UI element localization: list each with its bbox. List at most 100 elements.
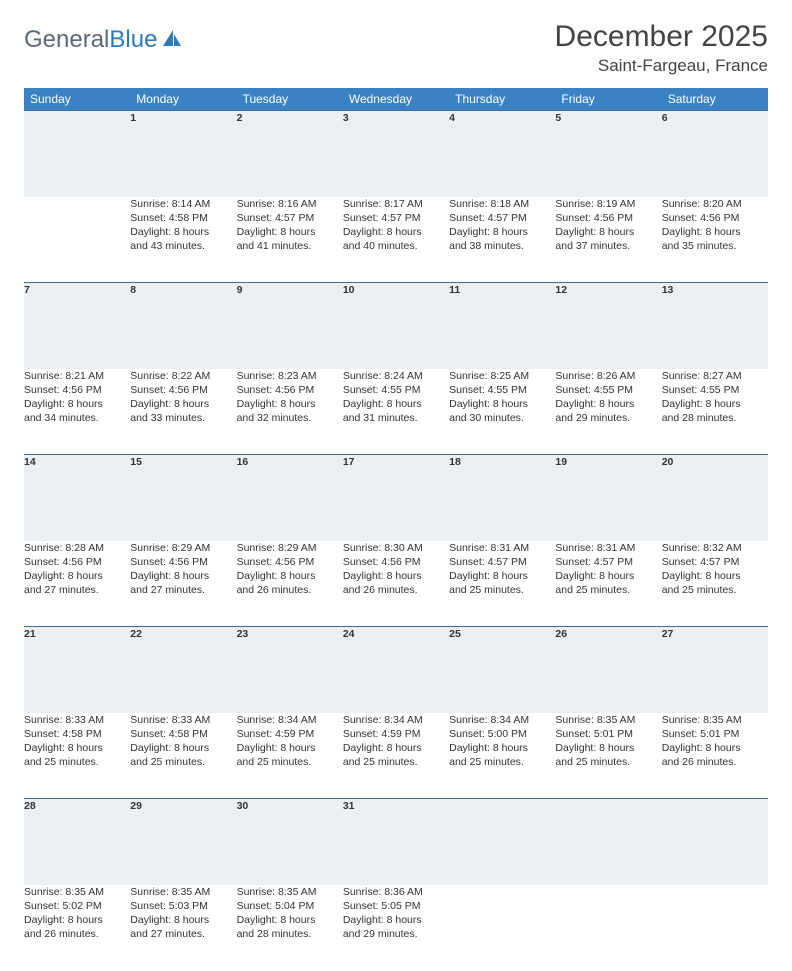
day-number-cell [449,799,555,885]
logo-part2: Blue [109,26,157,53]
day-content-row: Sunrise: 8:35 AMSunset: 5:02 PMDaylight:… [24,885,768,971]
daylight-text-2: and 28 minutes. [662,411,768,425]
sunset-text: Sunset: 4:57 PM [449,211,555,225]
day-number-cell: 12 [555,283,661,369]
day-number-cell: 17 [343,455,449,541]
day-content-cell: Sunrise: 8:35 AMSunset: 5:03 PMDaylight:… [130,885,236,971]
daylight-text-2: and 29 minutes. [555,411,661,425]
day-number-cell: 9 [237,283,343,369]
sunrise-text: Sunrise: 8:31 AM [555,541,661,555]
daylight-text-2: and 31 minutes. [343,411,449,425]
day-content-cell: Sunrise: 8:34 AMSunset: 5:00 PMDaylight:… [449,713,555,799]
day-number-cell: 20 [662,455,768,541]
sunrise-text: Sunrise: 8:30 AM [343,541,449,555]
day-content-row: Sunrise: 8:28 AMSunset: 4:56 PMDaylight:… [24,541,768,627]
day-number-row: 28293031 [24,799,768,885]
daylight-text-2: and 37 minutes. [555,239,661,253]
day-number-cell: 14 [24,455,130,541]
day-content-cell: Sunrise: 8:18 AMSunset: 4:57 PMDaylight:… [449,197,555,283]
day-content-row: Sunrise: 8:14 AMSunset: 4:58 PMDaylight:… [24,197,768,283]
sunrise-text: Sunrise: 8:34 AM [449,713,555,727]
daylight-text-1: Daylight: 8 hours [662,569,768,583]
day-number-cell: 5 [555,111,661,197]
daylight-text-2: and 29 minutes. [343,927,449,941]
day-content-cell: Sunrise: 8:24 AMSunset: 4:55 PMDaylight:… [343,369,449,455]
sunset-text: Sunset: 4:57 PM [662,555,768,569]
day-content-cell: Sunrise: 8:26 AMSunset: 4:55 PMDaylight:… [555,369,661,455]
sunset-text: Sunset: 4:56 PM [24,555,130,569]
day-content-cell: Sunrise: 8:33 AMSunset: 4:58 PMDaylight:… [130,713,236,799]
day-number-cell: 21 [24,627,130,713]
day-number-row: 78910111213 [24,283,768,369]
sunset-text: Sunset: 4:57 PM [237,211,343,225]
sunset-text: Sunset: 5:00 PM [449,727,555,741]
daylight-text-2: and 26 minutes. [237,583,343,597]
day-content-cell [24,197,130,283]
daylight-text-2: and 26 minutes. [24,927,130,941]
daylight-text-2: and 26 minutes. [343,583,449,597]
daylight-text-2: and 43 minutes. [130,239,236,253]
day-content-cell: Sunrise: 8:35 AMSunset: 5:04 PMDaylight:… [237,885,343,971]
day-number-cell: 23 [237,627,343,713]
daylight-text-1: Daylight: 8 hours [237,741,343,755]
daylight-text-2: and 25 minutes. [130,755,236,769]
day-content-cell: Sunrise: 8:36 AMSunset: 5:05 PMDaylight:… [343,885,449,971]
daylight-text-1: Daylight: 8 hours [449,569,555,583]
sunrise-text: Sunrise: 8:16 AM [237,197,343,211]
daylight-text-1: Daylight: 8 hours [449,741,555,755]
sunrise-text: Sunrise: 8:36 AM [343,885,449,899]
day-content-cell: Sunrise: 8:30 AMSunset: 4:56 PMDaylight:… [343,541,449,627]
daylight-text-2: and 41 minutes. [237,239,343,253]
sunset-text: Sunset: 4:57 PM [343,211,449,225]
daylight-text-2: and 27 minutes. [130,927,236,941]
day-content-cell: Sunrise: 8:35 AMSunset: 5:01 PMDaylight:… [662,713,768,799]
sunrise-text: Sunrise: 8:33 AM [24,713,130,727]
daylight-text-2: and 25 minutes. [237,755,343,769]
day-content-cell: Sunrise: 8:29 AMSunset: 4:56 PMDaylight:… [237,541,343,627]
daylight-text-2: and 25 minutes. [555,583,661,597]
day-content-cell: Sunrise: 8:33 AMSunset: 4:58 PMDaylight:… [24,713,130,799]
daylight-text-2: and 25 minutes. [343,755,449,769]
logo-part1: General [24,26,109,53]
day-number-cell [555,799,661,885]
sunrise-text: Sunrise: 8:35 AM [662,713,768,727]
sunrise-text: Sunrise: 8:21 AM [24,369,130,383]
sunset-text: Sunset: 4:56 PM [237,555,343,569]
day-content-cell [662,885,768,971]
day-content-cell [555,885,661,971]
sunrise-text: Sunrise: 8:28 AM [24,541,130,555]
daylight-text-1: Daylight: 8 hours [130,225,236,239]
daylight-text-1: Daylight: 8 hours [237,225,343,239]
day-content-cell: Sunrise: 8:31 AMSunset: 4:57 PMDaylight:… [555,541,661,627]
sunrise-text: Sunrise: 8:29 AM [237,541,343,555]
sunrise-text: Sunrise: 8:19 AM [555,197,661,211]
sunrise-text: Sunrise: 8:26 AM [555,369,661,383]
daylight-text-1: Daylight: 8 hours [130,741,236,755]
day-number-cell: 3 [343,111,449,197]
daylight-text-1: Daylight: 8 hours [662,741,768,755]
sunrise-text: Sunrise: 8:34 AM [343,713,449,727]
sunset-text: Sunset: 4:57 PM [555,555,661,569]
weekday-header: Wednesday [343,88,449,111]
day-content-cell: Sunrise: 8:14 AMSunset: 4:58 PMDaylight:… [130,197,236,283]
sunset-text: Sunset: 4:56 PM [662,211,768,225]
weekday-header: Sunday [24,88,130,111]
sunset-text: Sunset: 5:01 PM [555,727,661,741]
header: GeneralBlue December 2025 Saint-Fargeau,… [24,20,768,76]
day-content-cell: Sunrise: 8:27 AMSunset: 4:55 PMDaylight:… [662,369,768,455]
daylight-text-1: Daylight: 8 hours [343,569,449,583]
sunrise-text: Sunrise: 8:23 AM [237,369,343,383]
sunset-text: Sunset: 4:59 PM [237,727,343,741]
daylight-text-1: Daylight: 8 hours [24,913,130,927]
daylight-text-1: Daylight: 8 hours [237,397,343,411]
day-number-cell: 30 [237,799,343,885]
daylight-text-2: and 26 minutes. [662,755,768,769]
daylight-text-1: Daylight: 8 hours [237,569,343,583]
sunrise-text: Sunrise: 8:18 AM [449,197,555,211]
day-content-cell: Sunrise: 8:19 AMSunset: 4:56 PMDaylight:… [555,197,661,283]
day-number-cell: 15 [130,455,236,541]
daylight-text-1: Daylight: 8 hours [130,397,236,411]
daylight-text-1: Daylight: 8 hours [343,397,449,411]
day-content-cell: Sunrise: 8:35 AMSunset: 5:02 PMDaylight:… [24,885,130,971]
day-content-cell: Sunrise: 8:34 AMSunset: 4:59 PMDaylight:… [343,713,449,799]
